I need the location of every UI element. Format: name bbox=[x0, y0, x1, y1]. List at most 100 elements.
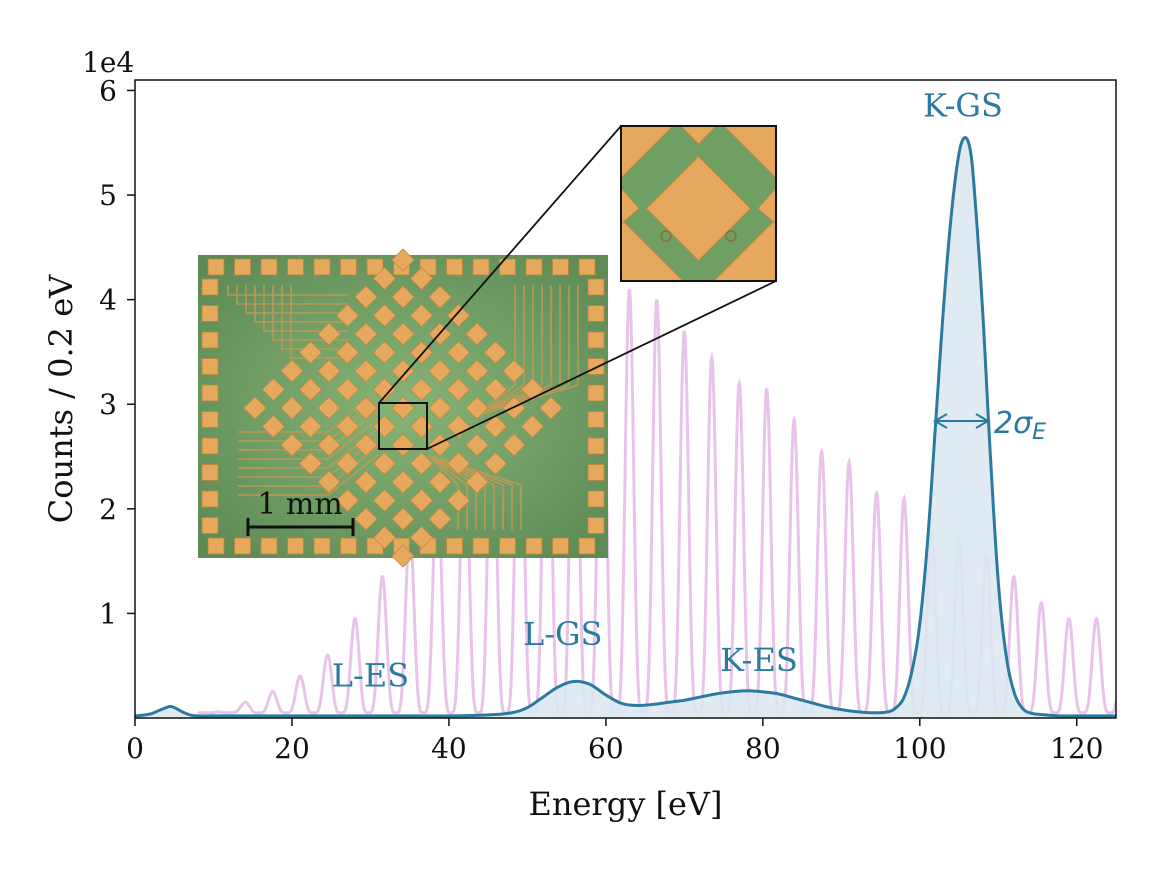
pixel-absorber bbox=[391, 507, 415, 531]
bond-pad bbox=[587, 464, 605, 481]
pixel-absorber bbox=[298, 414, 323, 439]
y-tick-label: 3 bbox=[99, 388, 117, 421]
pixel-absorber bbox=[409, 488, 434, 513]
bond-pad bbox=[525, 537, 543, 555]
chip-micrograph-inset: 1 mm bbox=[198, 125, 777, 568]
sigma-arrow-right-head bbox=[975, 413, 990, 429]
pixel-absorber bbox=[465, 396, 489, 420]
zoom-sensor-loop bbox=[725, 230, 737, 242]
pixel-absorber bbox=[317, 433, 341, 457]
pixel-absorber bbox=[446, 303, 471, 328]
pixel-absorber bbox=[502, 359, 526, 383]
bond-pad bbox=[472, 537, 490, 555]
bond-pad bbox=[525, 258, 543, 276]
pixel-absorber bbox=[335, 488, 360, 513]
pixel-absorber bbox=[428, 507, 452, 531]
pixel-absorber bbox=[372, 525, 397, 550]
bond-pad bbox=[587, 517, 605, 534]
trace bbox=[238, 454, 379, 496]
sigma-arrow-left-head bbox=[933, 413, 948, 429]
pixel-absorber bbox=[317, 470, 341, 494]
trace bbox=[477, 285, 543, 416]
x-tick-label: 40 bbox=[431, 732, 467, 765]
pixel-absorber bbox=[335, 451, 360, 476]
bond-pad bbox=[201, 278, 219, 296]
x-tick-label: 20 bbox=[274, 732, 310, 765]
bond-pad bbox=[201, 358, 219, 375]
pixel-absorber bbox=[446, 340, 471, 365]
y-scale-multiplier: 1e4 bbox=[82, 46, 134, 79]
zoom-frame bbox=[620, 125, 777, 282]
bond-pad bbox=[340, 537, 357, 555]
pixel-absorber bbox=[502, 433, 526, 457]
trace bbox=[477, 285, 525, 416]
trace bbox=[290, 285, 348, 359]
trace bbox=[238, 418, 379, 460]
pixel-absorber bbox=[446, 451, 471, 476]
pixel-absorber bbox=[391, 285, 415, 309]
bond-pad bbox=[234, 258, 251, 276]
pixel-absorber bbox=[372, 266, 397, 291]
pixel-absorber bbox=[317, 359, 341, 383]
bond-pad bbox=[260, 258, 278, 276]
pixel-absorber bbox=[391, 470, 415, 494]
bond-pad bbox=[446, 537, 463, 555]
bond-pad bbox=[552, 258, 569, 276]
trace bbox=[272, 285, 348, 341]
zoom-sensor-loop bbox=[660, 230, 672, 242]
bond-pad bbox=[313, 537, 331, 555]
bond-pad bbox=[587, 305, 605, 322]
pixel-absorber bbox=[298, 377, 323, 402]
bond-pad bbox=[201, 490, 219, 508]
pixel-absorber bbox=[298, 340, 323, 365]
y-tick-label: 5 bbox=[99, 179, 117, 212]
pixel-absorber bbox=[391, 322, 415, 346]
pixel-absorber bbox=[483, 340, 508, 365]
pixel-absorber bbox=[335, 414, 360, 439]
pixel-absorber bbox=[483, 451, 508, 476]
pixel-absorber bbox=[520, 414, 545, 439]
pixel-absorber bbox=[335, 377, 360, 402]
x-tick-label: 60 bbox=[588, 732, 624, 765]
bond-pad bbox=[587, 411, 605, 428]
spectrum-line bbox=[135, 135, 1116, 718]
bond-pad bbox=[201, 437, 219, 455]
pixel-absorber bbox=[354, 507, 378, 531]
pixel-absorber bbox=[409, 451, 434, 476]
bond-pad bbox=[366, 258, 384, 276]
x-tick-label: 0 bbox=[126, 732, 144, 765]
peak-label-l-es: L-ES bbox=[332, 657, 409, 695]
bond-pad bbox=[587, 490, 605, 508]
pixel-absorber bbox=[446, 488, 471, 513]
scale-bar bbox=[246, 518, 355, 536]
pixel-absorber bbox=[539, 396, 563, 420]
pixel-absorber bbox=[280, 359, 304, 383]
peak-label-k-es: K-ES bbox=[720, 641, 798, 679]
pixel-absorber bbox=[391, 248, 415, 272]
pixel-absorber bbox=[317, 396, 341, 420]
trace bbox=[227, 285, 348, 296]
pixel-absorber bbox=[280, 433, 304, 457]
y-axis-label: Counts / 0.2 eV bbox=[42, 274, 80, 523]
pixel-absorber bbox=[354, 322, 378, 346]
trace bbox=[236, 285, 348, 305]
bond-pad bbox=[472, 258, 490, 276]
pixel-array bbox=[243, 248, 563, 568]
bond-pad bbox=[201, 305, 219, 322]
bond-pad bbox=[499, 258, 516, 276]
bond-pad bbox=[587, 437, 605, 455]
pixel-absorber bbox=[372, 488, 397, 513]
zoom-connector-line bbox=[426, 280, 777, 450]
bond-pad bbox=[587, 331, 605, 349]
bond-pad bbox=[201, 464, 219, 481]
bond-pad bbox=[578, 258, 596, 276]
bond-pad bbox=[201, 384, 219, 402]
trace bbox=[281, 285, 348, 350]
pixel-absorber bbox=[354, 285, 378, 309]
bond-pad bbox=[340, 258, 357, 276]
zoom-region-box bbox=[378, 402, 428, 450]
bond-pad bbox=[287, 258, 304, 276]
trace bbox=[427, 454, 468, 530]
bond-pad bbox=[207, 258, 225, 276]
